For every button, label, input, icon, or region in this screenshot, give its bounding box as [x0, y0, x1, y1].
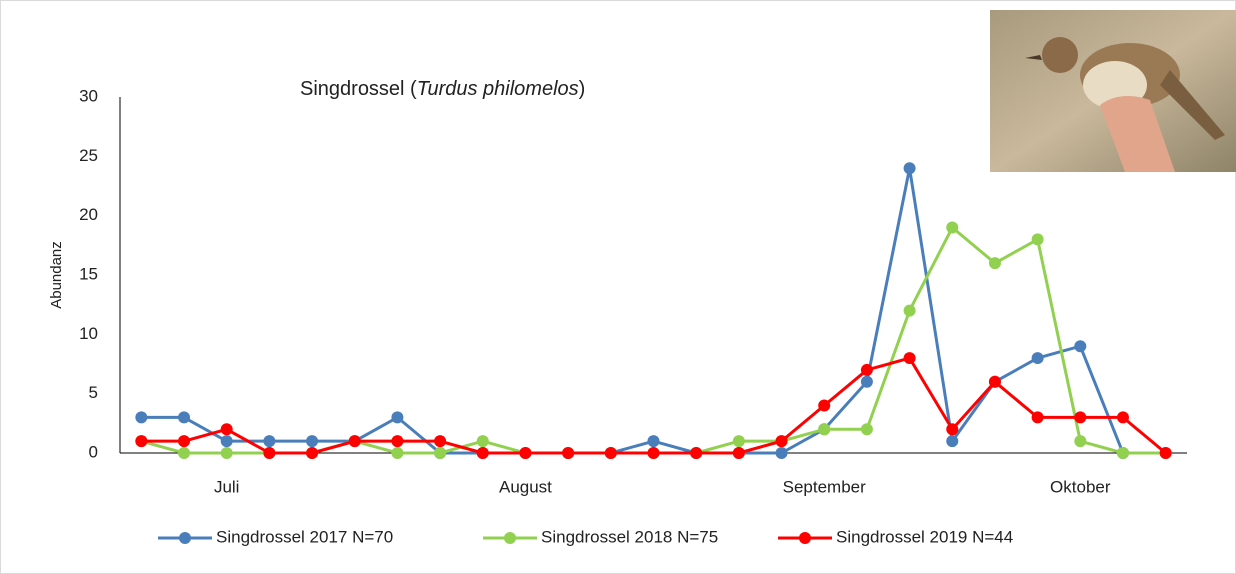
data-point — [861, 364, 873, 376]
y-tick-label: 5 — [89, 383, 98, 402]
y-tick-label: 15 — [79, 264, 98, 283]
data-point — [904, 305, 916, 317]
data-point — [349, 435, 361, 447]
data-point — [733, 447, 745, 459]
data-point — [391, 435, 403, 447]
y-tick-label: 30 — [79, 86, 98, 105]
x-tick-label: Oktober — [1050, 477, 1111, 496]
x-tick-label: September — [783, 477, 866, 496]
y-tick-label: 25 — [79, 146, 98, 165]
data-point — [605, 447, 617, 459]
data-point — [477, 447, 489, 459]
data-point — [818, 423, 830, 435]
data-point — [989, 257, 1001, 269]
data-point — [562, 447, 574, 459]
title-species: Turdus philomelos — [417, 78, 579, 100]
data-point — [818, 400, 830, 412]
x-tick-label: August — [499, 477, 552, 496]
data-point — [904, 162, 916, 174]
data-point — [776, 435, 788, 447]
data-point — [690, 447, 702, 459]
data-point — [1032, 411, 1044, 423]
data-point — [263, 435, 275, 447]
legend-marker — [179, 532, 191, 544]
x-tick-label: Juli — [214, 477, 240, 496]
data-point — [434, 435, 446, 447]
data-point — [178, 435, 190, 447]
y-tick-label: 10 — [79, 324, 98, 343]
data-point — [477, 435, 489, 447]
legend-label: Singdrossel 2017 N=70 — [216, 527, 393, 546]
y-tick-label: 0 — [89, 442, 98, 461]
data-point — [221, 423, 233, 435]
data-point — [178, 411, 190, 423]
data-point — [306, 447, 318, 459]
data-point — [989, 376, 1001, 388]
data-point — [1117, 447, 1129, 459]
data-point — [221, 447, 233, 459]
legend-marker — [504, 532, 516, 544]
data-point — [221, 435, 233, 447]
title-text: Singdrossel ( — [300, 78, 417, 100]
data-point — [391, 447, 403, 459]
data-point — [1117, 411, 1129, 423]
data-point — [306, 435, 318, 447]
data-point — [904, 352, 916, 364]
legend-marker — [799, 532, 811, 544]
data-point — [733, 435, 745, 447]
data-point — [178, 447, 190, 459]
data-point — [1074, 435, 1086, 447]
data-point — [1032, 233, 1044, 245]
title-text: ) — [579, 78, 586, 100]
data-point — [648, 447, 660, 459]
data-point — [519, 447, 531, 459]
data-point — [391, 411, 403, 423]
data-point — [434, 447, 446, 459]
data-point — [946, 435, 958, 447]
data-point — [135, 411, 147, 423]
data-point — [776, 447, 788, 459]
data-point — [648, 435, 660, 447]
data-point — [1074, 411, 1086, 423]
data-point — [1074, 340, 1086, 352]
data-point — [263, 447, 275, 459]
data-point — [1160, 447, 1172, 459]
legend-label: Singdrossel 2019 N=44 — [836, 527, 1013, 546]
data-point — [1032, 352, 1044, 364]
chart-title: Singdrossel (Turdus philomelos) — [300, 78, 585, 100]
data-point — [861, 423, 873, 435]
y-axis-label: Abundanz — [48, 241, 65, 309]
bird-photo — [990, 10, 1236, 172]
data-point — [861, 376, 873, 388]
chart: Singdrossel (Turdus philomelos) Abundanz… — [0, 0, 1236, 574]
data-point — [946, 222, 958, 234]
data-point — [135, 435, 147, 447]
data-point — [946, 423, 958, 435]
y-tick-label: 20 — [79, 205, 98, 224]
legend-label: Singdrossel 2018 N=75 — [541, 527, 718, 546]
